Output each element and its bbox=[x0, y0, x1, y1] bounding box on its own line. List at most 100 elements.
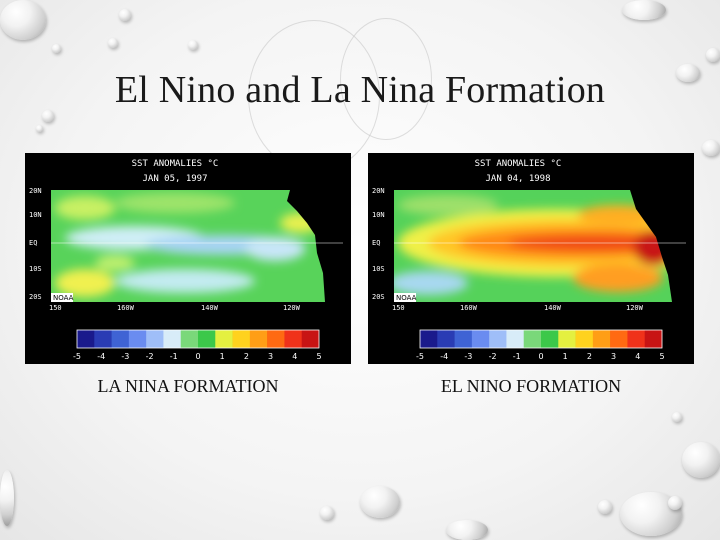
water-droplet bbox=[702, 140, 720, 156]
slide-title: El Nino and La Nina Formation bbox=[114, 69, 606, 111]
agency-label: NOAA bbox=[53, 294, 74, 302]
lon-label: 150 bbox=[392, 304, 405, 312]
color-scale-tick-label: 0 bbox=[538, 352, 543, 361]
lat-label: 20S bbox=[29, 293, 42, 301]
water-droplet bbox=[0, 470, 14, 526]
water-droplet bbox=[706, 48, 720, 62]
water-droplet bbox=[108, 38, 118, 48]
color-scale-tick-label: 0 bbox=[195, 352, 200, 361]
lat-label: 10N bbox=[372, 211, 385, 219]
color-scale-swatch bbox=[627, 330, 646, 348]
color-scale-swatch bbox=[111, 330, 130, 348]
color-scale-swatch bbox=[437, 330, 455, 348]
color-scale-tick-label: -3 bbox=[464, 352, 472, 361]
color-scale-tick-label: 4 bbox=[292, 352, 297, 361]
lon-label: 150 bbox=[49, 304, 62, 312]
water-droplet bbox=[676, 64, 700, 82]
la-nina-sst-map: SST ANOMALIES °C JAN 05, 1997 20N 10N EQ… bbox=[29, 159, 343, 361]
lon-label: 160W bbox=[460, 304, 478, 312]
color-scale-tick-label: -2 bbox=[146, 352, 154, 361]
color-scale-tick-label: 1 bbox=[220, 352, 225, 361]
water-droplet bbox=[42, 110, 54, 122]
water-droplet bbox=[360, 486, 400, 518]
water-droplet bbox=[36, 125, 43, 132]
color-scale-swatch bbox=[558, 330, 576, 348]
water-droplet bbox=[119, 9, 131, 21]
color-scale-swatch bbox=[232, 330, 251, 348]
color-scale-swatch bbox=[267, 330, 285, 348]
map-date: JAN 04, 1998 bbox=[485, 174, 550, 184]
lon-label: 140W bbox=[544, 304, 562, 312]
color-scale-swatch bbox=[644, 330, 663, 348]
water-droplet bbox=[598, 500, 612, 514]
color-scale-swatch bbox=[198, 330, 216, 348]
map-date: JAN 05, 1997 bbox=[142, 174, 207, 184]
color-scale-swatch bbox=[146, 330, 164, 348]
color-scale-tick-label: -1 bbox=[170, 352, 178, 361]
color-scale-bar bbox=[77, 330, 320, 348]
map-title: SST ANOMALIES °C bbox=[475, 159, 562, 169]
lat-label: 20N bbox=[29, 187, 42, 195]
water-droplet bbox=[0, 0, 46, 40]
color-scale-swatch bbox=[471, 330, 490, 348]
water-droplet bbox=[52, 44, 61, 53]
lon-label: 120W bbox=[626, 304, 644, 312]
decorative-ring bbox=[340, 18, 432, 140]
agency-label: NOAA bbox=[396, 294, 417, 302]
color-scale-tick-label: 3 bbox=[611, 352, 616, 361]
color-scale-swatch bbox=[489, 330, 507, 348]
color-scale-ticks: -5 -4 -3 -2 -1 0 1 2 3 4 5 bbox=[73, 352, 322, 361]
agency-box bbox=[394, 293, 416, 302]
color-scale-tick-label: -4 bbox=[440, 352, 448, 361]
lat-label: EQ bbox=[29, 239, 37, 247]
color-scale-swatch bbox=[506, 330, 525, 348]
color-scale-swatch bbox=[592, 330, 611, 348]
color-scale-swatch bbox=[94, 330, 112, 348]
water-droplet bbox=[672, 412, 682, 422]
la-nina-map-panel: SST ANOMALIES °C JAN 05, 1997 20N 10N EQ… bbox=[25, 153, 351, 364]
water-droplet bbox=[188, 40, 198, 50]
color-scale-ticks: -5 -4 -3 -2 -1 0 1 2 3 4 5 bbox=[416, 352, 665, 361]
color-scale-tick-label: -4 bbox=[97, 352, 105, 361]
lat-label: 20S bbox=[372, 293, 385, 301]
color-scale-swatch bbox=[523, 330, 542, 348]
color-scale-swatch bbox=[610, 330, 628, 348]
water-droplet bbox=[320, 506, 334, 520]
color-scale-tick-label: 3 bbox=[268, 352, 273, 361]
lon-label: 120W bbox=[283, 304, 301, 312]
lon-label: 160W bbox=[117, 304, 135, 312]
water-droplet bbox=[668, 496, 682, 510]
land-mass bbox=[287, 190, 343, 302]
color-scale-tick-label: -3 bbox=[121, 352, 129, 361]
lat-label: 10S bbox=[29, 265, 42, 273]
color-scale-tick-label: 5 bbox=[659, 352, 664, 361]
lat-label: EQ bbox=[372, 239, 380, 247]
color-scale-swatch bbox=[454, 330, 473, 348]
color-scale-swatch bbox=[301, 330, 320, 348]
color-scale-tick-label: -2 bbox=[489, 352, 497, 361]
land-mass bbox=[630, 190, 686, 302]
color-scale-swatch bbox=[541, 330, 559, 348]
water-droplet bbox=[682, 442, 720, 478]
el-nino-caption: EL NINO FORMATION bbox=[440, 376, 622, 396]
color-scale-tick-label: -1 bbox=[513, 352, 521, 361]
color-scale-swatch bbox=[284, 330, 303, 348]
color-scale-swatch bbox=[249, 330, 268, 348]
la-nina-caption: LA NINA FORMATION bbox=[97, 376, 279, 396]
color-scale-tick-label: -5 bbox=[416, 352, 424, 361]
color-scale-swatch bbox=[420, 330, 438, 348]
lon-label: 140W bbox=[201, 304, 219, 312]
color-scale-bar bbox=[420, 330, 663, 348]
lat-label: 10N bbox=[29, 211, 42, 219]
el-nino-map-panel: SST ANOMALIES °C JAN 04, 1998 20N 10N EQ… bbox=[368, 153, 694, 364]
color-scale-tick-label: 2 bbox=[244, 352, 249, 361]
color-scale-swatch bbox=[128, 330, 147, 348]
lat-label: 10S bbox=[372, 265, 385, 273]
color-scale-tick-label: 1 bbox=[563, 352, 568, 361]
water-droplet bbox=[446, 520, 488, 540]
color-scale-tick-label: 5 bbox=[316, 352, 321, 361]
water-droplet bbox=[622, 0, 666, 20]
color-scale-swatch bbox=[575, 330, 594, 348]
color-scale-swatch bbox=[77, 330, 95, 348]
color-scale-tick-label: 2 bbox=[587, 352, 592, 361]
